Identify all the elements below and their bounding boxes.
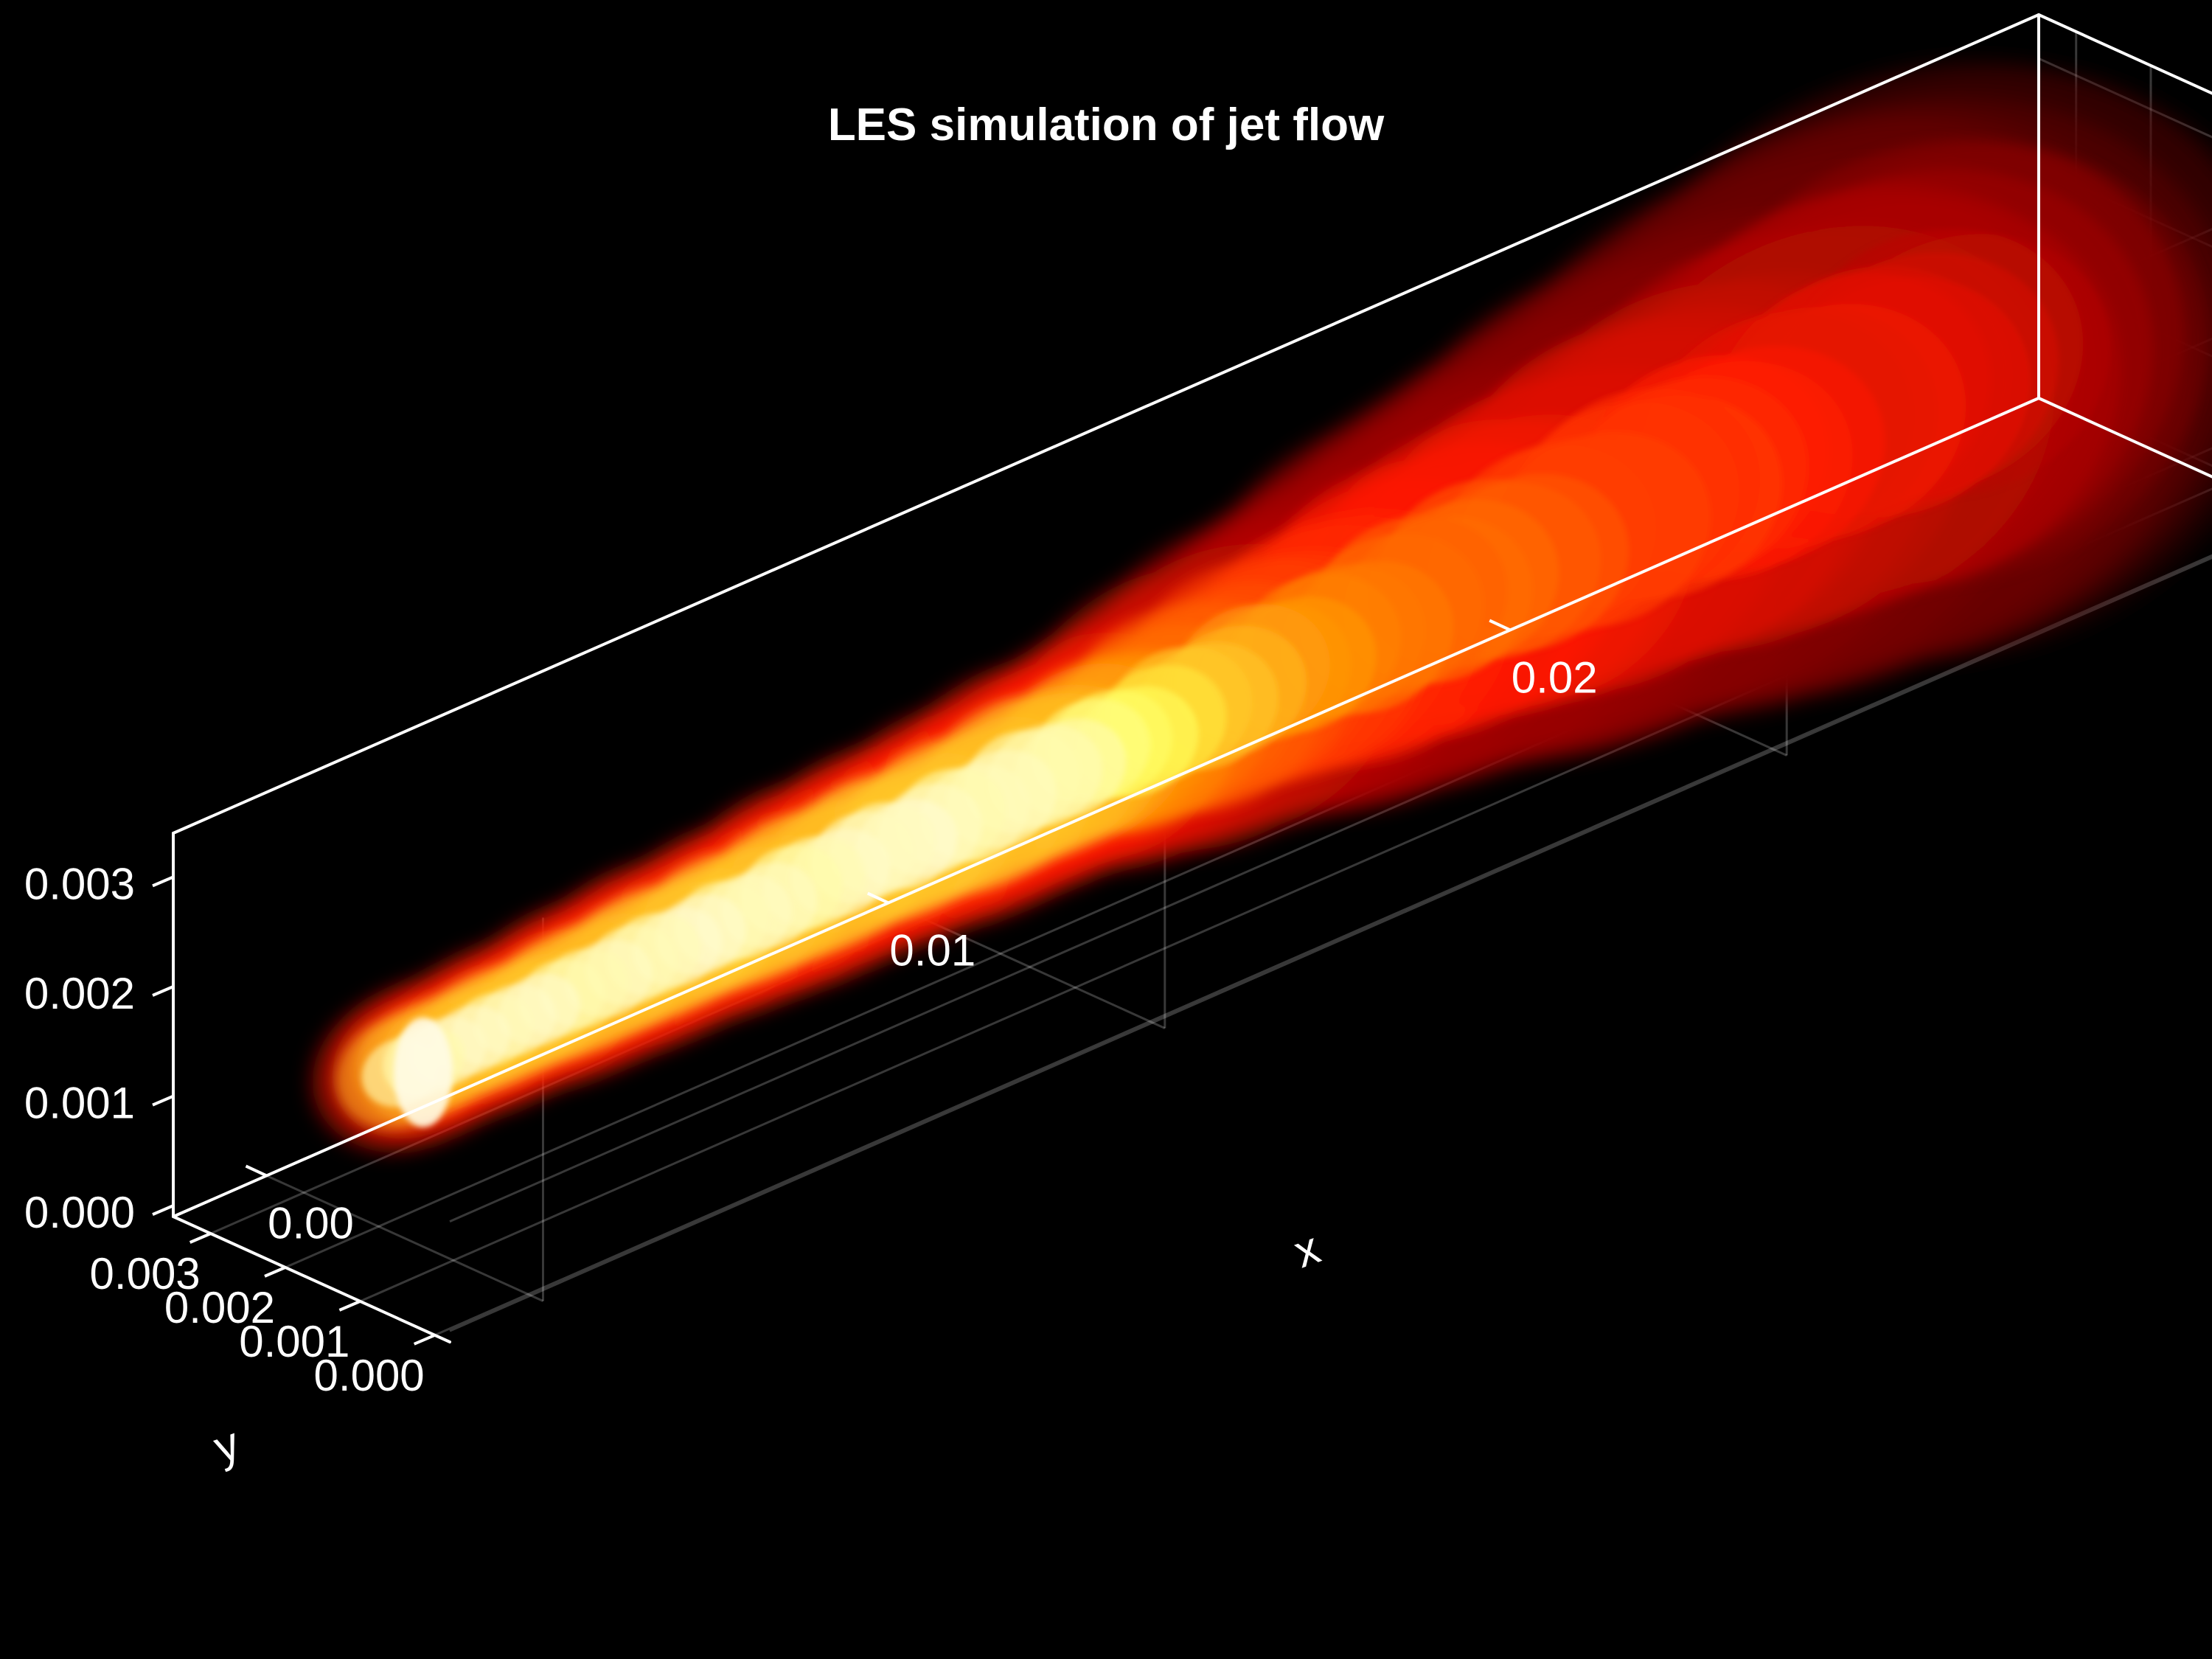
grid-line-floor-x: [265, 1175, 544, 1302]
y-tick-label: 0.003: [90, 1249, 201, 1298]
z-tick-mark: [152, 1204, 174, 1216]
y-tick-mark: [413, 1333, 436, 1346]
y-tick-mark: [189, 1232, 212, 1244]
box-edge-x-front: [172, 397, 2040, 1218]
y-tick-label: 0.002: [164, 1283, 275, 1332]
x-tick-mark: [245, 1164, 268, 1178]
z-tick-label: 0.001: [24, 1079, 135, 1128]
y-tick-label: 0.000: [314, 1351, 425, 1400]
box-edge-x-top: [172, 13, 2040, 835]
y-tick-mark: [264, 1266, 286, 1278]
z-tick-label: 0.003: [24, 859, 135, 908]
x-tick-label: 0.00: [268, 1199, 354, 1248]
axes-box: [172, 13, 2212, 1343]
z-tick-mark: [152, 1094, 174, 1107]
z-tick-mark: [152, 875, 174, 888]
y-tick-mark: [338, 1300, 361, 1312]
x-tick-label: 0.02: [1512, 653, 1598, 703]
x-tick-mark: [1489, 619, 1512, 632]
box-edge-y-front: [172, 1215, 451, 1343]
axis-ticks: 0.000.010.020.0000.0010.0020.0030.0000.0…: [24, 619, 1598, 1400]
z-tick-label: 0.000: [24, 1188, 135, 1237]
box-edge-top-right: [2037, 13, 2212, 95]
box-edge-y-right: [2037, 397, 2212, 479]
x-tick-mark: [866, 891, 889, 905]
jet-plume-volume: [313, 62, 2212, 1151]
plume-layer-2: [361, 228, 2110, 1107]
z-tick-label: 0.002: [24, 969, 135, 1018]
chart-title: LES simulation of jet flow: [828, 100, 1385, 150]
y-tick-label: 0.001: [239, 1317, 349, 1366]
z-tick-mark: [152, 985, 174, 997]
x-tick-label: 0.01: [889, 926, 975, 975]
jet-inlet: [393, 1018, 453, 1127]
y-axis-label: y: [207, 1418, 246, 1473]
x-axis-label: x: [1287, 1222, 1326, 1278]
